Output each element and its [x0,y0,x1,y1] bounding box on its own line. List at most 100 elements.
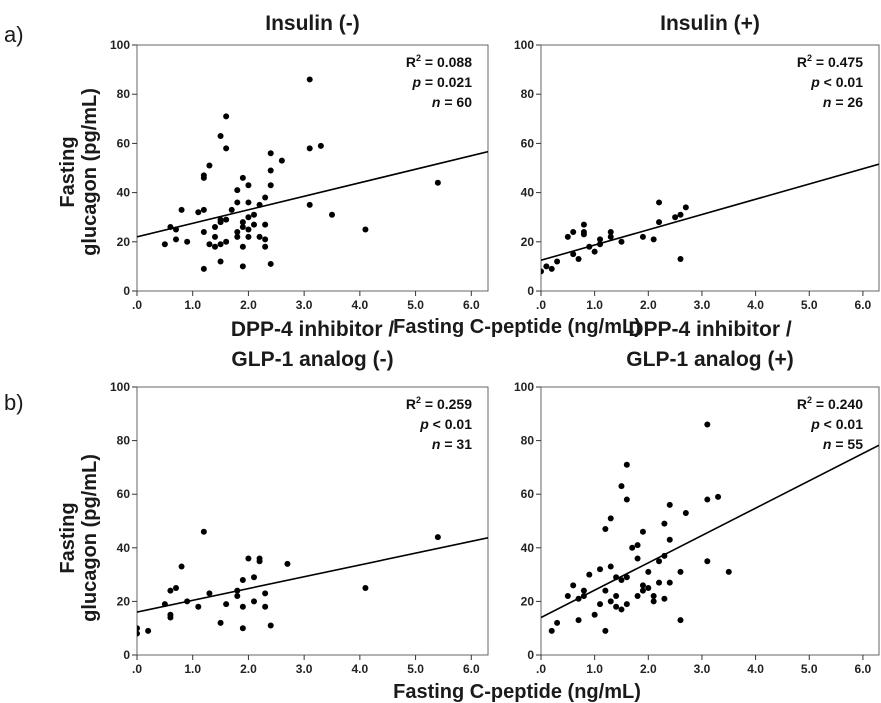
chart-title: DPP-4 inhibitor / [628,318,792,341]
x-tick-label: 6.0 [855,662,872,676]
y-tick-label: 80 [521,434,535,448]
data-point [613,603,620,610]
data-point [239,219,246,226]
data-point [666,579,673,586]
data-point [580,228,587,235]
data-point [284,560,291,567]
data-point [434,534,441,541]
data-point [543,263,550,270]
data-point [251,574,257,581]
data-point [672,214,679,221]
y-axis-label-line1: Fasting [57,502,79,573]
y-tick-label: 20 [521,235,535,249]
data-point [586,243,593,250]
data-point [591,611,598,618]
chart-title: DPP-4 inhibitor / [231,318,395,341]
panel-label-b: b) [4,390,24,415]
data-point [267,260,274,267]
data-point [591,248,598,255]
panel-label-a: a) [4,22,24,47]
data-point [317,142,324,149]
data-point [570,582,577,589]
n-stat: n = 31 [432,436,472,452]
scatter-panel-2: Insulin (+) 0 20 40 60 80 100 .0 1.0 2.0 3.0 4.0 5.0… [514,12,880,312]
y-tick-label: 0 [123,284,130,298]
data-point [262,243,269,250]
data-point [548,627,555,634]
data-point [650,598,657,605]
data-point [212,243,218,250]
x-tick-label: 5.0 [407,298,424,312]
data-point [677,256,684,263]
x-tick-label: 1.0 [586,662,603,676]
data-point [137,630,140,637]
data-point [682,204,689,211]
x-tick-label: 1.0 [184,662,201,676]
n-stat: n = 26 [823,94,863,110]
data-point [267,167,274,174]
data-point [656,558,663,565]
n-stat: n = 55 [823,436,863,452]
r-squared-stat: R2 = 0.475 [797,53,863,70]
y-tick-label: 100 [514,380,534,394]
x-tick-label: 3.0 [296,298,313,312]
y-tick-label: 80 [117,434,131,448]
data-point [245,233,252,240]
x-tick-label: 6.0 [463,662,480,676]
data-point [262,603,269,610]
x-tick-label: 4.0 [747,662,764,676]
data-point [200,228,207,235]
data-point [613,574,620,581]
plot-frame [540,386,880,656]
data-point [623,574,630,581]
data-point [167,587,174,594]
data-point [267,622,274,629]
data-point [167,614,174,621]
data-point [597,236,604,243]
data-point [200,528,207,535]
data-point [267,182,274,189]
data-point [200,265,207,272]
data-point [262,590,269,597]
data-point [607,515,614,522]
data-point [306,76,313,83]
data-point [607,233,614,240]
p-value-stat: p < 0.01 [810,416,863,432]
r-squared-stat: R2 = 0.259 [406,395,472,412]
data-point [167,224,174,231]
data-point [245,199,252,206]
r-squared-stat: R2 = 0.088 [406,53,472,70]
data-point [715,493,722,500]
data-point [634,542,641,549]
data-point [661,520,668,527]
data-point [161,241,168,248]
data-point [645,585,652,591]
data-point [256,233,263,240]
data-point [656,199,663,206]
x-tick-label: .0 [132,662,142,676]
data-point [217,219,224,226]
data-point [575,256,582,263]
data-point [239,603,246,610]
data-point [278,157,285,164]
x-tick-label: 4.0 [352,662,369,676]
scatter-panel-4: DPP-4 inhibitor / GLP-1 analog (+) 0 20 40 60… [514,318,880,676]
data-point [256,555,263,562]
y-tick-label: 100 [110,380,130,394]
x-axis-label-row-b: Fasting C-peptide (ng/mL) [393,681,641,703]
data-point [656,579,663,586]
data-point [239,263,246,270]
y-tick-label: 0 [527,648,534,662]
data-point [267,150,274,157]
data-point [212,233,218,240]
y-tick-label: 20 [117,235,131,249]
data-point [639,528,646,535]
data-point [677,617,684,624]
data-point [239,243,246,250]
y-tick-label: 60 [521,136,535,150]
data-point [206,162,213,169]
y-axis-label-line2: glucagon (pg/mL) [79,454,101,622]
data-point [184,598,191,605]
data-point [564,233,571,240]
